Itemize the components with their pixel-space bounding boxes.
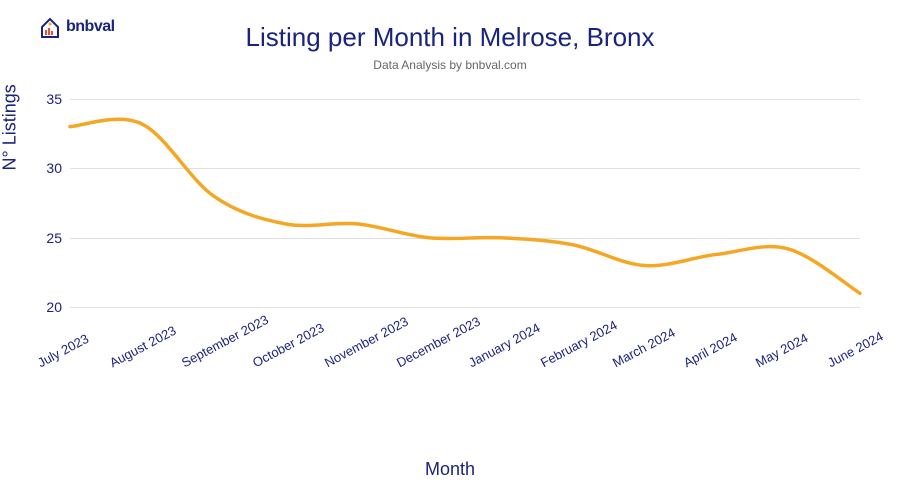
chart-area xyxy=(70,85,860,335)
x-tick-label: July 2023 xyxy=(35,331,91,370)
y-axis-label: N° Listings xyxy=(0,84,21,170)
chart-subtitle: Data Analysis by bnbval.com xyxy=(0,58,900,72)
x-tick-label: April 2024 xyxy=(681,330,740,371)
y-tick-label: 25 xyxy=(42,230,62,246)
x-axis-label: Month xyxy=(0,459,900,480)
data-line xyxy=(70,119,860,293)
y-tick-label: 35 xyxy=(42,91,62,107)
y-tick-label: 30 xyxy=(42,160,62,176)
line-chart-svg xyxy=(70,85,860,335)
y-tick-label: 20 xyxy=(42,299,62,315)
x-tick-label: May 2024 xyxy=(753,330,810,370)
chart-title: Listing per Month in Melrose, Bronx xyxy=(0,22,900,53)
